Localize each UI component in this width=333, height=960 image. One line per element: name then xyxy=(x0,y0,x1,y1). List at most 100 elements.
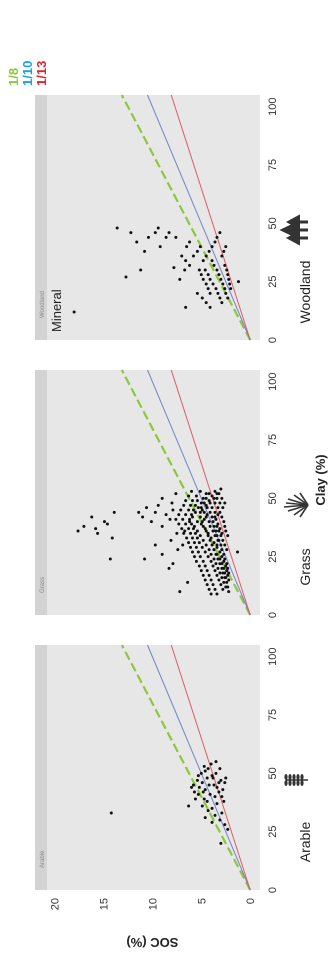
data-point xyxy=(198,555,202,559)
data-point xyxy=(213,795,217,799)
wheat-icon xyxy=(284,774,308,786)
data-point xyxy=(185,245,189,249)
x-tick-label: 50 xyxy=(267,217,279,229)
data-point xyxy=(224,291,228,295)
data-point xyxy=(184,513,188,517)
data-point xyxy=(195,536,199,540)
data-point xyxy=(218,510,222,514)
data-point xyxy=(204,496,208,500)
data-point xyxy=(220,811,224,815)
data-point xyxy=(164,513,168,517)
data-point xyxy=(219,543,223,547)
data-point xyxy=(191,254,195,258)
data-point xyxy=(215,496,219,500)
data-point xyxy=(214,771,218,775)
y-tick-label: 15 xyxy=(98,898,110,910)
data-point xyxy=(208,277,212,281)
data-point xyxy=(207,520,211,524)
data-point xyxy=(187,804,191,808)
data-point xyxy=(192,541,196,545)
data-point xyxy=(208,792,212,796)
y-axis-label: SOC (%) xyxy=(126,935,178,950)
data-point xyxy=(225,548,229,552)
data-point xyxy=(207,587,211,591)
data-point xyxy=(208,501,212,505)
data-point xyxy=(149,520,153,524)
data-point xyxy=(226,566,230,570)
data-point xyxy=(223,263,227,267)
data-point xyxy=(221,538,225,542)
data-point xyxy=(160,524,164,528)
data-point xyxy=(193,531,197,535)
y-tick-label: 5 xyxy=(196,898,208,904)
data-point xyxy=(221,587,225,591)
data-point xyxy=(204,492,208,496)
data-point xyxy=(175,531,179,535)
data-point xyxy=(200,508,204,512)
data-point xyxy=(221,506,225,510)
data-point xyxy=(96,531,100,535)
data-point xyxy=(215,524,219,528)
data-point xyxy=(224,776,228,780)
data-point xyxy=(223,543,227,547)
data-point xyxy=(213,587,217,591)
data-point xyxy=(218,818,222,822)
data-point xyxy=(217,529,221,533)
data-point xyxy=(211,583,215,587)
data-point xyxy=(207,499,211,503)
data-point xyxy=(177,522,181,526)
data-point xyxy=(108,557,112,561)
data-point xyxy=(210,820,214,824)
data-point xyxy=(229,287,233,291)
data-point xyxy=(209,552,213,556)
data-point xyxy=(156,226,160,230)
data-point xyxy=(220,795,224,799)
data-point xyxy=(201,790,205,794)
data-point xyxy=(200,781,204,785)
data-point xyxy=(115,226,119,230)
data-point xyxy=(177,513,181,517)
data-point xyxy=(109,811,113,815)
grass-icon xyxy=(283,492,309,518)
data-point xyxy=(218,501,222,505)
data-point xyxy=(197,785,201,789)
data-point xyxy=(183,268,187,272)
data-point xyxy=(219,841,223,845)
data-point xyxy=(210,259,214,263)
data-point xyxy=(204,515,208,519)
data-point xyxy=(199,771,203,775)
data-point xyxy=(174,492,178,496)
data-point xyxy=(205,506,209,510)
data-point xyxy=(210,774,214,778)
data-point xyxy=(196,550,200,554)
data-point xyxy=(187,508,191,512)
x-tick-label: 0 xyxy=(267,612,279,618)
data-point xyxy=(202,501,206,505)
data-point xyxy=(219,583,223,587)
data-point xyxy=(217,578,221,582)
data-point xyxy=(201,573,205,577)
data-point xyxy=(209,536,213,540)
data-point xyxy=(212,783,216,787)
data-point xyxy=(205,776,209,780)
data-point xyxy=(210,515,214,519)
data-point xyxy=(195,529,199,533)
data-point xyxy=(141,515,145,519)
data-point xyxy=(227,578,231,582)
x-tick-label: 25 xyxy=(267,826,279,838)
panel-strip xyxy=(35,370,47,615)
ratio-line-1-8 xyxy=(120,94,252,341)
data-point xyxy=(217,538,221,542)
data-point xyxy=(90,515,94,519)
data-point xyxy=(184,259,188,263)
data-point xyxy=(225,268,229,272)
x-tick-label: 75 xyxy=(267,434,279,446)
data-point xyxy=(191,499,194,503)
data-point xyxy=(190,785,194,789)
data-point xyxy=(158,245,162,249)
panel-background xyxy=(35,95,260,340)
data-point xyxy=(206,287,210,291)
ratio-line-1-13 xyxy=(170,369,251,616)
data-point xyxy=(124,275,128,279)
